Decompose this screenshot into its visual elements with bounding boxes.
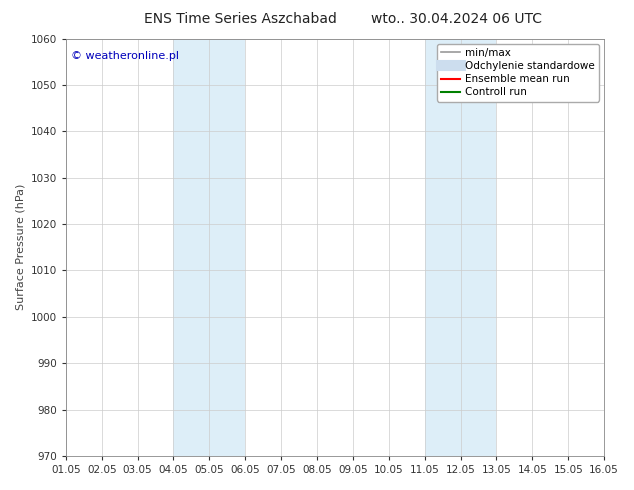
- Text: ENS Time Series Aszchabad: ENS Time Series Aszchabad: [145, 12, 337, 26]
- Text: wto.. 30.04.2024 06 UTC: wto.. 30.04.2024 06 UTC: [371, 12, 542, 26]
- Bar: [174, 39, 245, 456]
- Bar: [425, 39, 496, 456]
- Legend: min/max, Odchylenie standardowe, Ensemble mean run, Controll run: min/max, Odchylenie standardowe, Ensembl…: [437, 44, 599, 101]
- Text: © weatheronline.pl: © weatheronline.pl: [71, 51, 179, 61]
- Y-axis label: Surface Pressure (hPa): Surface Pressure (hPa): [15, 184, 25, 311]
